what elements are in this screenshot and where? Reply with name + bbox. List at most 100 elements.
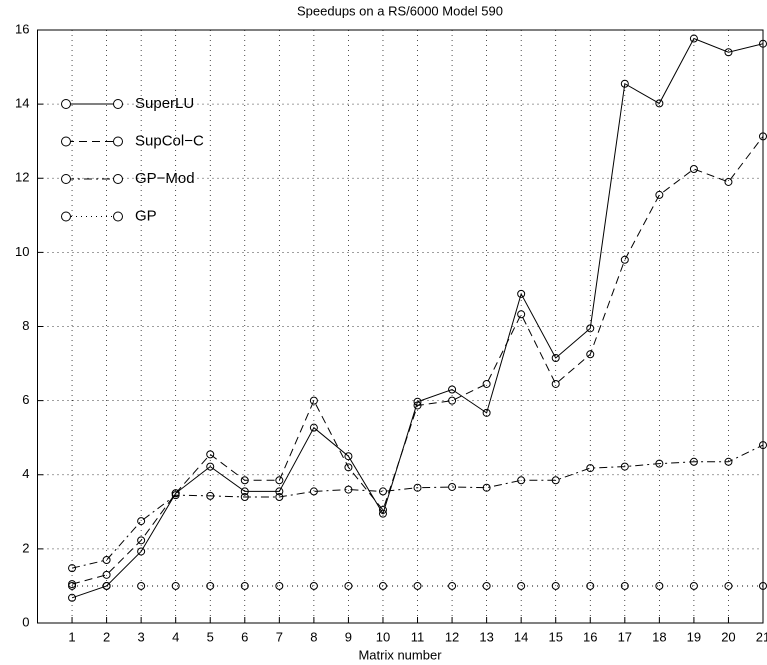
point-marker xyxy=(724,581,733,590)
y-tick-label: 4 xyxy=(22,466,29,481)
point-marker xyxy=(378,581,387,590)
point-marker xyxy=(206,491,215,500)
point-marker xyxy=(413,581,422,590)
x-tick-label: 19 xyxy=(687,629,701,644)
point-marker xyxy=(689,581,698,590)
point-marker xyxy=(689,457,698,466)
legend-marker xyxy=(113,211,123,222)
point-marker xyxy=(482,408,491,417)
x-tick-label: 13 xyxy=(479,629,493,644)
point-marker xyxy=(413,401,422,410)
point-marker xyxy=(206,462,215,471)
x-tick-label: 20 xyxy=(721,629,735,644)
point-marker xyxy=(275,476,284,485)
point-marker xyxy=(689,164,698,173)
point-marker xyxy=(378,509,387,518)
point-marker xyxy=(68,564,77,573)
legend-label: SupCol−C xyxy=(135,132,204,149)
point-marker xyxy=(344,452,353,461)
y-tick-label: 12 xyxy=(15,170,29,185)
legend-marker xyxy=(113,99,123,109)
x-axis-label: Matrix number xyxy=(358,647,442,662)
point-marker xyxy=(551,379,560,388)
y-tick-label: 6 xyxy=(22,392,29,407)
point-marker xyxy=(171,491,180,500)
x-tick-label: 10 xyxy=(376,629,390,644)
legend-marker xyxy=(61,211,71,222)
point-marker xyxy=(309,423,318,432)
point-marker xyxy=(517,581,526,590)
point-marker xyxy=(102,581,111,590)
y-tick-label: 14 xyxy=(15,96,29,111)
point-marker xyxy=(448,385,457,394)
point-marker xyxy=(724,177,733,186)
point-marker xyxy=(344,485,353,494)
point-marker xyxy=(482,483,491,492)
x-tick-label: 6 xyxy=(241,629,248,644)
point-marker xyxy=(448,396,457,405)
point-marker xyxy=(517,289,526,298)
point-marker xyxy=(655,190,664,199)
point-marker xyxy=(655,99,664,108)
point-marker xyxy=(275,487,284,496)
point-marker xyxy=(240,487,249,496)
point-marker xyxy=(724,457,733,466)
y-tick-label: 10 xyxy=(15,244,29,259)
point-marker xyxy=(448,482,457,491)
point-marker xyxy=(275,492,284,501)
point-marker xyxy=(137,536,146,545)
x-tick-label: 2 xyxy=(103,629,110,644)
point-marker xyxy=(68,581,77,590)
point-marker xyxy=(68,593,77,602)
series-line xyxy=(71,37,764,599)
legend-marker xyxy=(61,174,71,184)
point-marker xyxy=(551,354,560,363)
x-tick-label: 15 xyxy=(548,629,562,644)
point-marker xyxy=(551,476,560,485)
x-tick-label: 1 xyxy=(68,629,75,644)
x-tick-label: 8 xyxy=(310,629,317,644)
point-marker xyxy=(275,581,284,590)
point-marker xyxy=(482,379,491,388)
chart-title: Speedups on a RS/6000 Model 590 xyxy=(297,3,503,18)
series-line xyxy=(71,136,764,585)
x-tick-label: 14 xyxy=(514,629,528,644)
y-tick-label: 0 xyxy=(22,614,29,629)
point-marker xyxy=(655,459,664,468)
plot-frame xyxy=(37,29,764,624)
x-tick-label: 18 xyxy=(652,629,666,644)
x-tick-label: 3 xyxy=(138,629,145,644)
point-marker xyxy=(206,450,215,459)
legend-marker xyxy=(113,174,123,184)
point-marker xyxy=(586,581,595,590)
x-tick-label: 9 xyxy=(345,629,352,644)
y-tick-label: 2 xyxy=(22,540,29,555)
point-marker xyxy=(240,492,249,501)
legend-marker xyxy=(61,99,71,109)
y-tick-label: 16 xyxy=(15,21,29,36)
point-marker xyxy=(137,547,146,556)
legend-marker xyxy=(61,136,71,147)
point-marker xyxy=(620,581,629,590)
point-marker xyxy=(551,581,560,590)
point-marker xyxy=(240,581,249,590)
point-marker xyxy=(586,324,595,333)
x-tick-label: 21 xyxy=(756,629,767,644)
point-marker xyxy=(309,487,318,496)
x-tick-label: 11 xyxy=(411,629,425,644)
x-tick-label: 5 xyxy=(207,629,214,644)
point-marker xyxy=(482,581,491,590)
point-marker xyxy=(655,581,664,590)
point-marker xyxy=(240,476,249,485)
point-marker xyxy=(620,79,629,88)
point-marker xyxy=(137,517,146,526)
point-marker xyxy=(309,581,318,590)
y-tick-label: 8 xyxy=(22,318,29,333)
point-marker xyxy=(448,581,457,590)
point-marker xyxy=(378,505,387,514)
legend-marker xyxy=(113,136,123,147)
point-marker xyxy=(102,555,111,564)
point-marker xyxy=(724,48,733,57)
x-tick-label: 17 xyxy=(618,629,632,644)
